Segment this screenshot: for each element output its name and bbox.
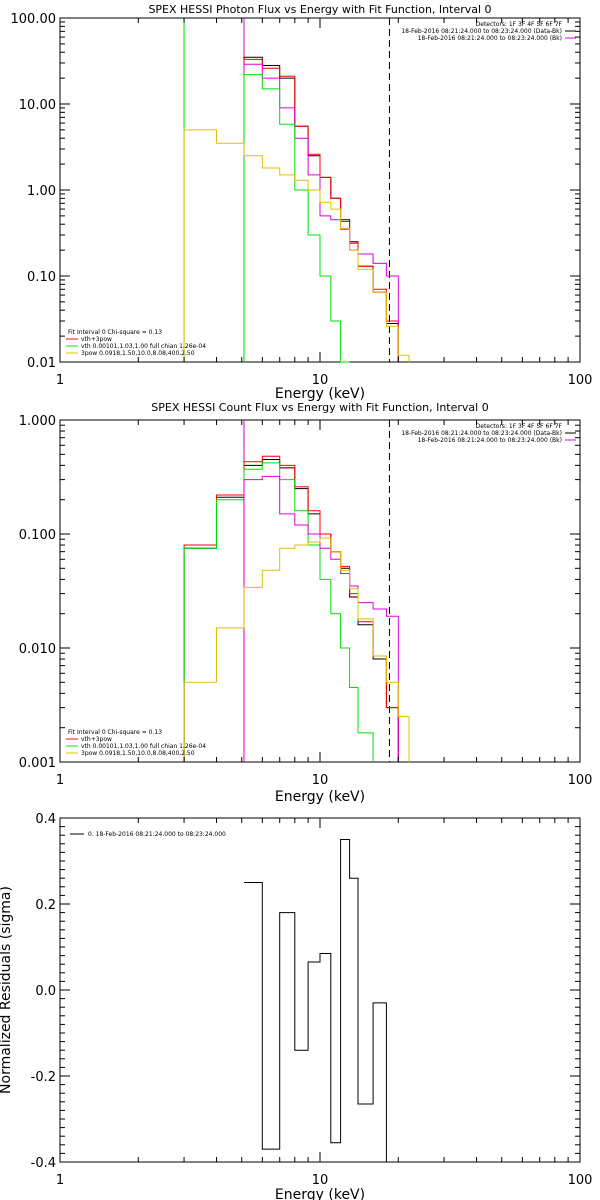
- series-green-step: [243, 74, 350, 363]
- count-flux-xlabel: Energy (keV): [275, 789, 365, 805]
- x-tick-label: 1: [56, 773, 64, 788]
- legend-entry: 3pow 0.0918,1.50,10.0,8.08,400,2.50: [81, 750, 195, 757]
- legend-entry: 0. 18-Feb-2016 08:21:24.000 to 08:23:24.…: [88, 831, 226, 838]
- header-line: Detectors: 1F 3F 4F 5F 6F 7F: [476, 21, 563, 28]
- photon-flux-panel: SPEX HESSI Photon Flux vs Energy with Fi…: [11, 3, 593, 402]
- legend-entry: vth 0.00101,1.03,1.00 full chian 1.26e-0…: [81, 743, 206, 750]
- legend-entry: vth+3pow: [81, 736, 112, 743]
- series-red-step: [243, 58, 399, 362]
- x-tick-label: 100: [568, 373, 593, 388]
- header-line: 18-Feb-2016 08:21:24.000 to 08:23:24.000…: [418, 35, 562, 42]
- series-magenta-step: [243, 475, 399, 762]
- y-tick-label: 10.00: [19, 98, 56, 113]
- x-tick-label: 10: [312, 373, 329, 388]
- y-tick-label: 100.00: [11, 12, 57, 27]
- x-tick-label: 100: [568, 1173, 593, 1188]
- y-tick-label: 0.001: [19, 756, 56, 771]
- count-flux-panel: SPEX HESSI Count Flux vs Energy with Fit…: [19, 401, 593, 805]
- series-green-step: [183, 462, 374, 762]
- y-tick-label: 0.2: [35, 898, 56, 913]
- legend-entry: vth+3pow: [81, 336, 112, 343]
- y-tick-label: 0.0: [35, 984, 56, 999]
- series-magenta-step: [243, 63, 399, 362]
- x-tick-label: 100: [568, 773, 593, 788]
- header-line: 18-Feb-2016 08:21:24.000 to 08:23:24.000…: [401, 430, 562, 437]
- series-black-step: [244, 839, 387, 1162]
- y-tick-label: 0.10: [27, 270, 56, 285]
- header-line: Detectors: 1F 3F 4F 5F 6F 7F: [476, 423, 563, 430]
- legend-entry: vth 0.00101,1.03,1.00 full chian 1.26e-0…: [81, 343, 206, 350]
- legend-entry: Fit Interval 0 Chi-square = 0.13: [68, 329, 162, 336]
- residuals-panel: 1 10 100 -0.4 -0.2 0.0 0.2 0.4 Energy (keV) Nor…: [0, 812, 592, 1200]
- header-line: 18-Feb-2016 08:21:24.000 to 08:23:24.000…: [401, 28, 562, 35]
- y-tick-label: 1.000: [19, 414, 56, 429]
- x-tick-label: 10: [312, 1173, 329, 1188]
- series-yellow-step: [183, 537, 410, 762]
- y-tick-label: -0.4: [31, 1156, 56, 1171]
- plot-frame: [59, 817, 581, 1163]
- legend-entry: Fit Interval 0 Chi-square = 0.13: [68, 729, 162, 736]
- series-yellow-step: [183, 129, 410, 362]
- y-tick-label: 0.4: [35, 812, 56, 827]
- photon-flux-title: SPEX HESSI Photon Flux vs Energy with Fi…: [148, 3, 491, 16]
- residuals-xlabel: Energy (keV): [275, 1187, 365, 1200]
- y-tick-label: 1.00: [27, 184, 56, 199]
- x-tick-label: 1: [56, 373, 64, 388]
- y-tick-label: -0.2: [31, 1070, 56, 1085]
- y-tick-label: 0.100: [19, 528, 56, 543]
- x-tick-label: 1: [56, 1173, 64, 1188]
- photon-flux-xlabel: Energy (keV): [275, 386, 365, 402]
- header-line: 18-Feb-2016 08:21:24.000 to 08:23:24.000…: [418, 437, 562, 444]
- plot-frame: [59, 419, 581, 763]
- y-tick-label: 0.01: [27, 356, 56, 371]
- series-black-step: [243, 56, 399, 362]
- legend-entry: 3pow 0.0918,1.50,10.0,8.08,400,2.50: [81, 350, 195, 357]
- x-tick-label: 10: [312, 773, 329, 788]
- count-flux-title: SPEX HESSI Count Flux vs Energy with Fit…: [151, 401, 488, 414]
- residuals-ylabel: Normalized Residuals (sigma): [0, 886, 14, 1094]
- y-tick-label: 0.010: [19, 642, 56, 657]
